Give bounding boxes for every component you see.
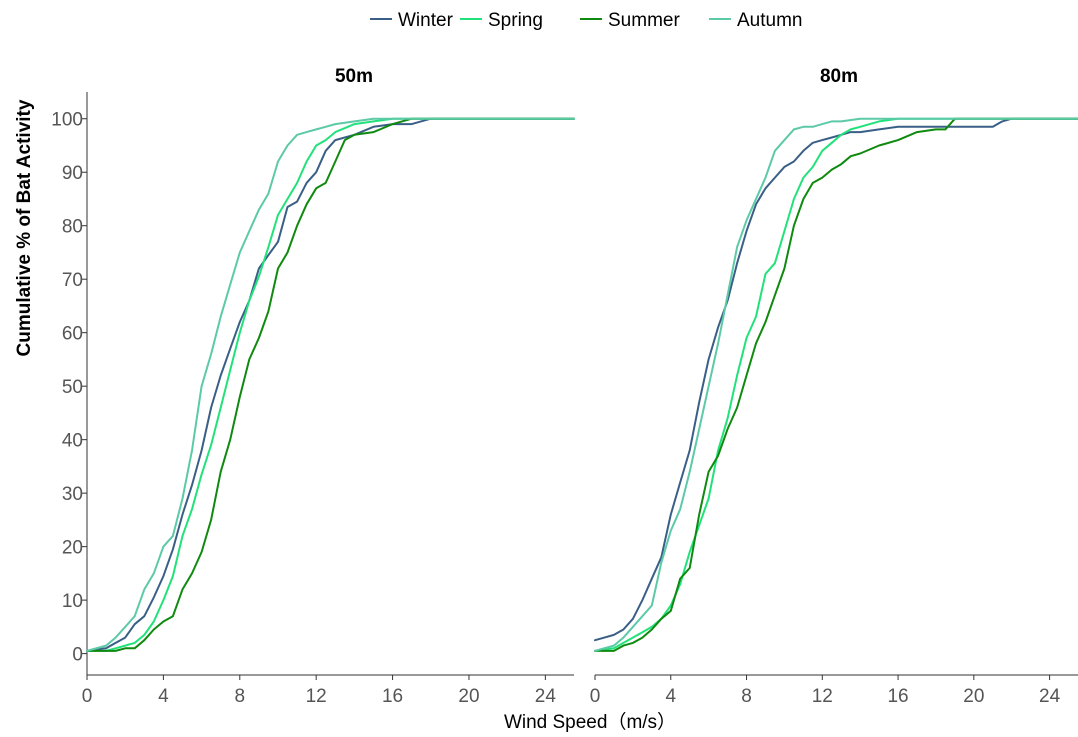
legend-label-summer: Summer bbox=[608, 10, 680, 31]
series-line-summer-80m bbox=[594, 117, 1078, 652]
x-tick-label-50m: 16 bbox=[382, 686, 403, 707]
panel-title-80m: 80m bbox=[820, 66, 858, 87]
series-line-winter-50m bbox=[86, 117, 575, 652]
y-tick-label: 20 bbox=[62, 538, 83, 559]
y-tick-label: 60 bbox=[62, 324, 83, 345]
y-tick-label: 100 bbox=[51, 110, 83, 131]
x-tick-label-50m: 20 bbox=[458, 686, 479, 707]
legend-label-autumn: Autumn bbox=[737, 10, 802, 31]
y-tick-label: 70 bbox=[62, 270, 83, 291]
x-tick-label-80m: 0 bbox=[590, 686, 601, 707]
panel-title-50m: 50m bbox=[335, 66, 373, 87]
x-tick-label-80m: 16 bbox=[887, 686, 908, 707]
y-tick-label: 90 bbox=[62, 163, 83, 184]
y-tick-label: 80 bbox=[62, 217, 83, 238]
x-tick-label-80m: 8 bbox=[741, 686, 752, 707]
series-line-spring-80m bbox=[594, 117, 1078, 652]
legend-label-spring: Spring bbox=[488, 10, 543, 31]
y-tick-label: 30 bbox=[62, 484, 83, 505]
y-axis-ticks: 0 10 20 30 40 50 60 70 80 90 100 bbox=[51, 110, 87, 666]
y-tick-label: 40 bbox=[62, 431, 83, 452]
x-axis-ticks-80m: 0 4 8 12 16 20 24 bbox=[590, 675, 1061, 707]
series-line-spring-50m bbox=[86, 117, 575, 652]
x-tick-label-80m: 20 bbox=[963, 686, 984, 707]
legend-label-winter: Winter bbox=[398, 10, 454, 31]
y-axis-title: Cumulative % of Bat Activity bbox=[14, 99, 35, 356]
panel-50m: 50m 0 10 20 30 40 50 60 70 80 90 100 0 4 8 12 16 20 24 bbox=[51, 66, 575, 707]
series-line-autumn-50m bbox=[86, 117, 575, 652]
x-axis-ticks-50m: 0 4 8 12 16 20 24 bbox=[82, 675, 557, 707]
x-tick-label-80m: 24 bbox=[1039, 686, 1061, 707]
series-line-summer-50m bbox=[86, 117, 575, 652]
series-line-winter-80m bbox=[594, 117, 1078, 642]
x-tick-label-80m: 4 bbox=[665, 686, 676, 707]
legend: Winter Spring Summer Autumn bbox=[370, 10, 802, 31]
y-tick-label: 10 bbox=[62, 591, 83, 612]
x-tick-label-50m: 4 bbox=[158, 686, 169, 707]
x-tick-label-50m: 0 bbox=[82, 686, 93, 707]
x-tick-label-50m: 8 bbox=[234, 686, 245, 707]
x-axis-title: Wind Speed（m/s） bbox=[504, 711, 676, 733]
series-group-80m bbox=[594, 117, 1078, 652]
x-tick-label-80m: 12 bbox=[812, 686, 833, 707]
x-tick-label-50m: 24 bbox=[535, 686, 557, 707]
y-tick-label: 50 bbox=[62, 377, 83, 398]
x-tick-label-50m: 12 bbox=[306, 686, 327, 707]
y-tick-label: 0 bbox=[72, 645, 83, 666]
series-group-50m bbox=[86, 117, 575, 652]
series-line-autumn-80m bbox=[594, 117, 1078, 652]
panel-80m: 80m 0 4 8 12 16 20 24 bbox=[590, 66, 1078, 707]
